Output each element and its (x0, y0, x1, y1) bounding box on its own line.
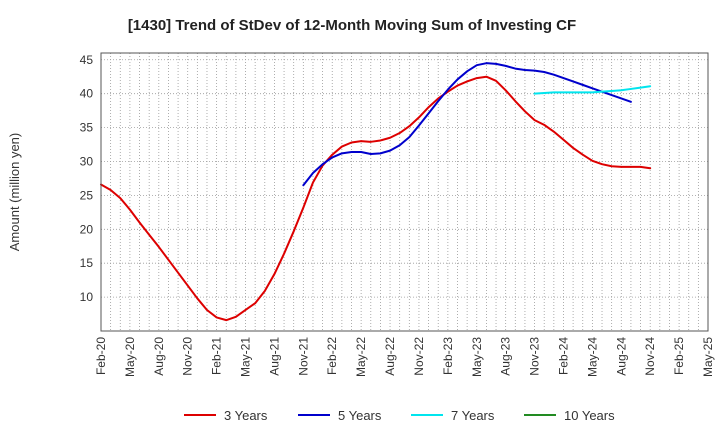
legend-label-5-years: 5 Years (338, 408, 382, 423)
x-tick-label: Nov-20 (181, 337, 195, 376)
x-tick-label: Feb-23 (441, 337, 455, 375)
y-tick-label: 20 (80, 222, 94, 236)
x-tick-label: Nov-23 (528, 337, 542, 376)
legend-label-7-years: 7 Years (451, 408, 495, 423)
plot-border (100, 52, 709, 332)
y-tick-label: 15 (80, 256, 94, 270)
y-axis-ticks: 10 15 20 25 30 35 40 45 (80, 53, 94, 304)
x-tick-label: May-20 (123, 337, 137, 377)
series-lines (100, 62, 652, 322)
x-tick-label: May-22 (354, 337, 368, 377)
x-tick-label: Feb-21 (210, 337, 224, 375)
x-tick-label: Nov-22 (412, 337, 426, 376)
legend-label-3-years: 3 Years (224, 408, 268, 423)
plot-area (101, 53, 708, 331)
x-tick-label: May-24 (585, 337, 599, 377)
x-tick-label: Feb-25 (672, 337, 686, 375)
grid (101, 53, 708, 331)
y-tick-label: 45 (80, 53, 94, 67)
x-tick-label: Aug-20 (152, 337, 166, 376)
x-tick-label: Nov-21 (296, 337, 310, 376)
y-axis-label: Amount (million yen) (7, 133, 22, 252)
x-tick-label: Feb-20 (94, 337, 108, 375)
y-tick-label: 25 (80, 188, 94, 202)
series-line-7-years (533, 85, 652, 95)
y-tick-label: 10 (80, 290, 94, 304)
x-tick-label: Aug-24 (614, 337, 628, 376)
chart-title: [1430] Trend of StDev of 12-Month Moving… (128, 17, 576, 34)
y-tick-label: 35 (80, 121, 94, 135)
x-tick-label: Feb-22 (325, 337, 339, 375)
series-line-3-years (100, 75, 652, 322)
x-tick-label: Feb-24 (556, 337, 570, 375)
legend: 3 Years 5 Years 7 Years 10 Years (184, 408, 615, 423)
x-tick-label: May-23 (470, 337, 484, 377)
x-tick-label: May-25 (701, 337, 715, 377)
x-tick-label: Aug-21 (267, 337, 281, 376)
x-tick-label: May-21 (239, 337, 253, 377)
legend-label-10-years: 10 Years (564, 408, 615, 423)
y-tick-label: 40 (80, 87, 94, 101)
x-tick-label: Nov-24 (643, 337, 657, 376)
x-tick-label: Aug-23 (499, 337, 513, 376)
series-line-5-years (302, 62, 632, 187)
x-tick-label: Aug-22 (383, 337, 397, 376)
y-tick-label: 30 (80, 154, 94, 168)
x-axis-ticks: Feb-20 May-20 Aug-20 Nov-20 Feb-21 May-21 Aug-… (94, 337, 715, 377)
